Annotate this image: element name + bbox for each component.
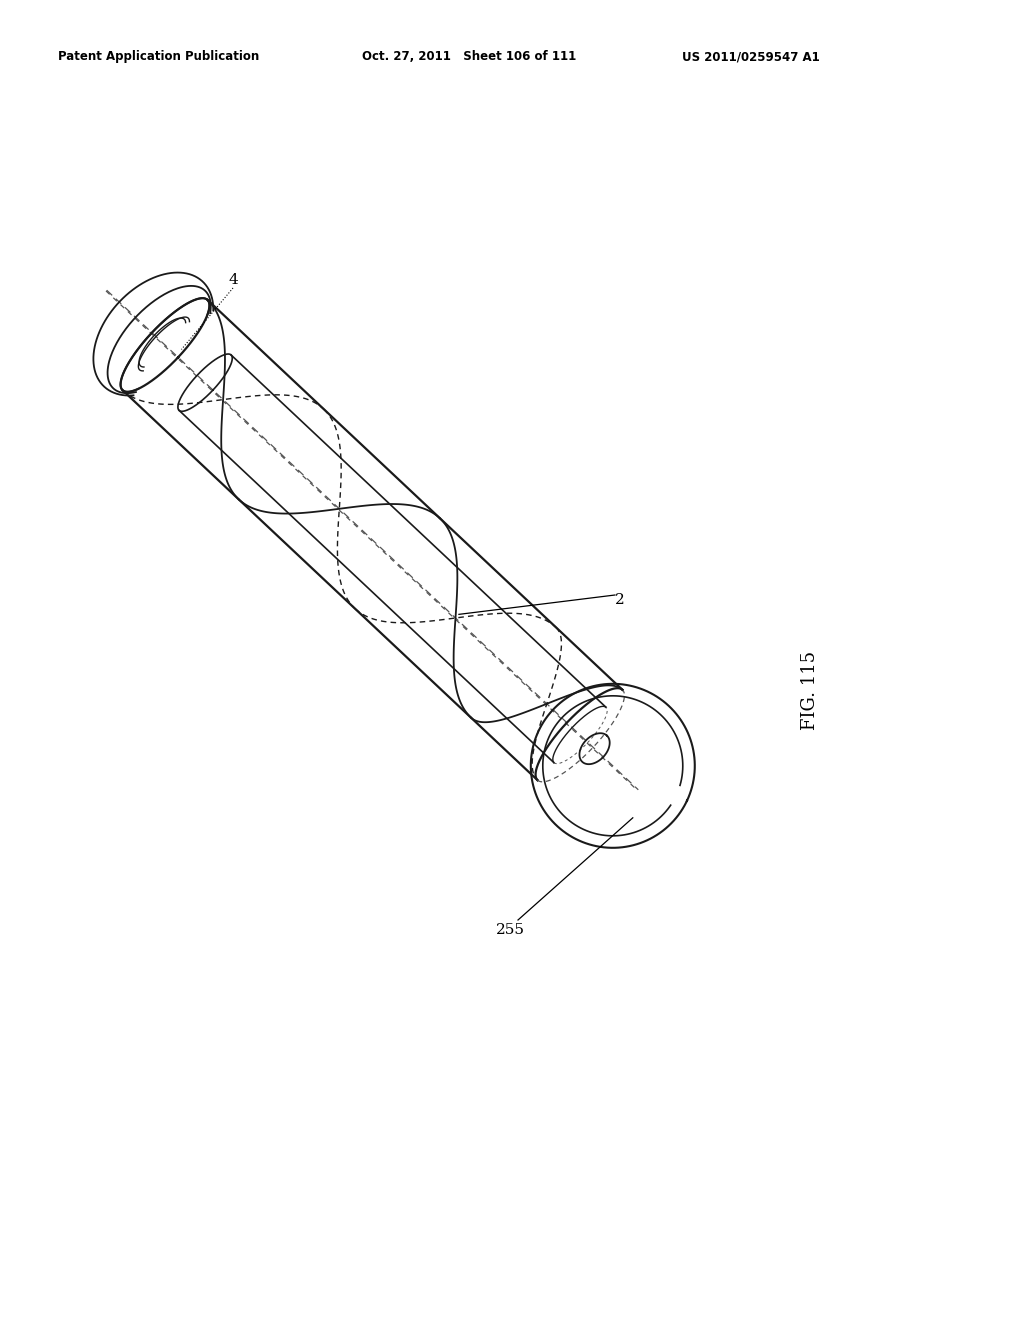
Text: 2: 2 [615, 593, 625, 607]
Text: 4: 4 [228, 273, 238, 286]
Text: 255: 255 [496, 923, 524, 937]
Text: FIG. 115: FIG. 115 [801, 651, 819, 730]
Text: US 2011/0259547 A1: US 2011/0259547 A1 [682, 50, 820, 63]
Text: Oct. 27, 2011   Sheet 106 of 111: Oct. 27, 2011 Sheet 106 of 111 [362, 50, 577, 63]
Text: Patent Application Publication: Patent Application Publication [58, 50, 259, 63]
